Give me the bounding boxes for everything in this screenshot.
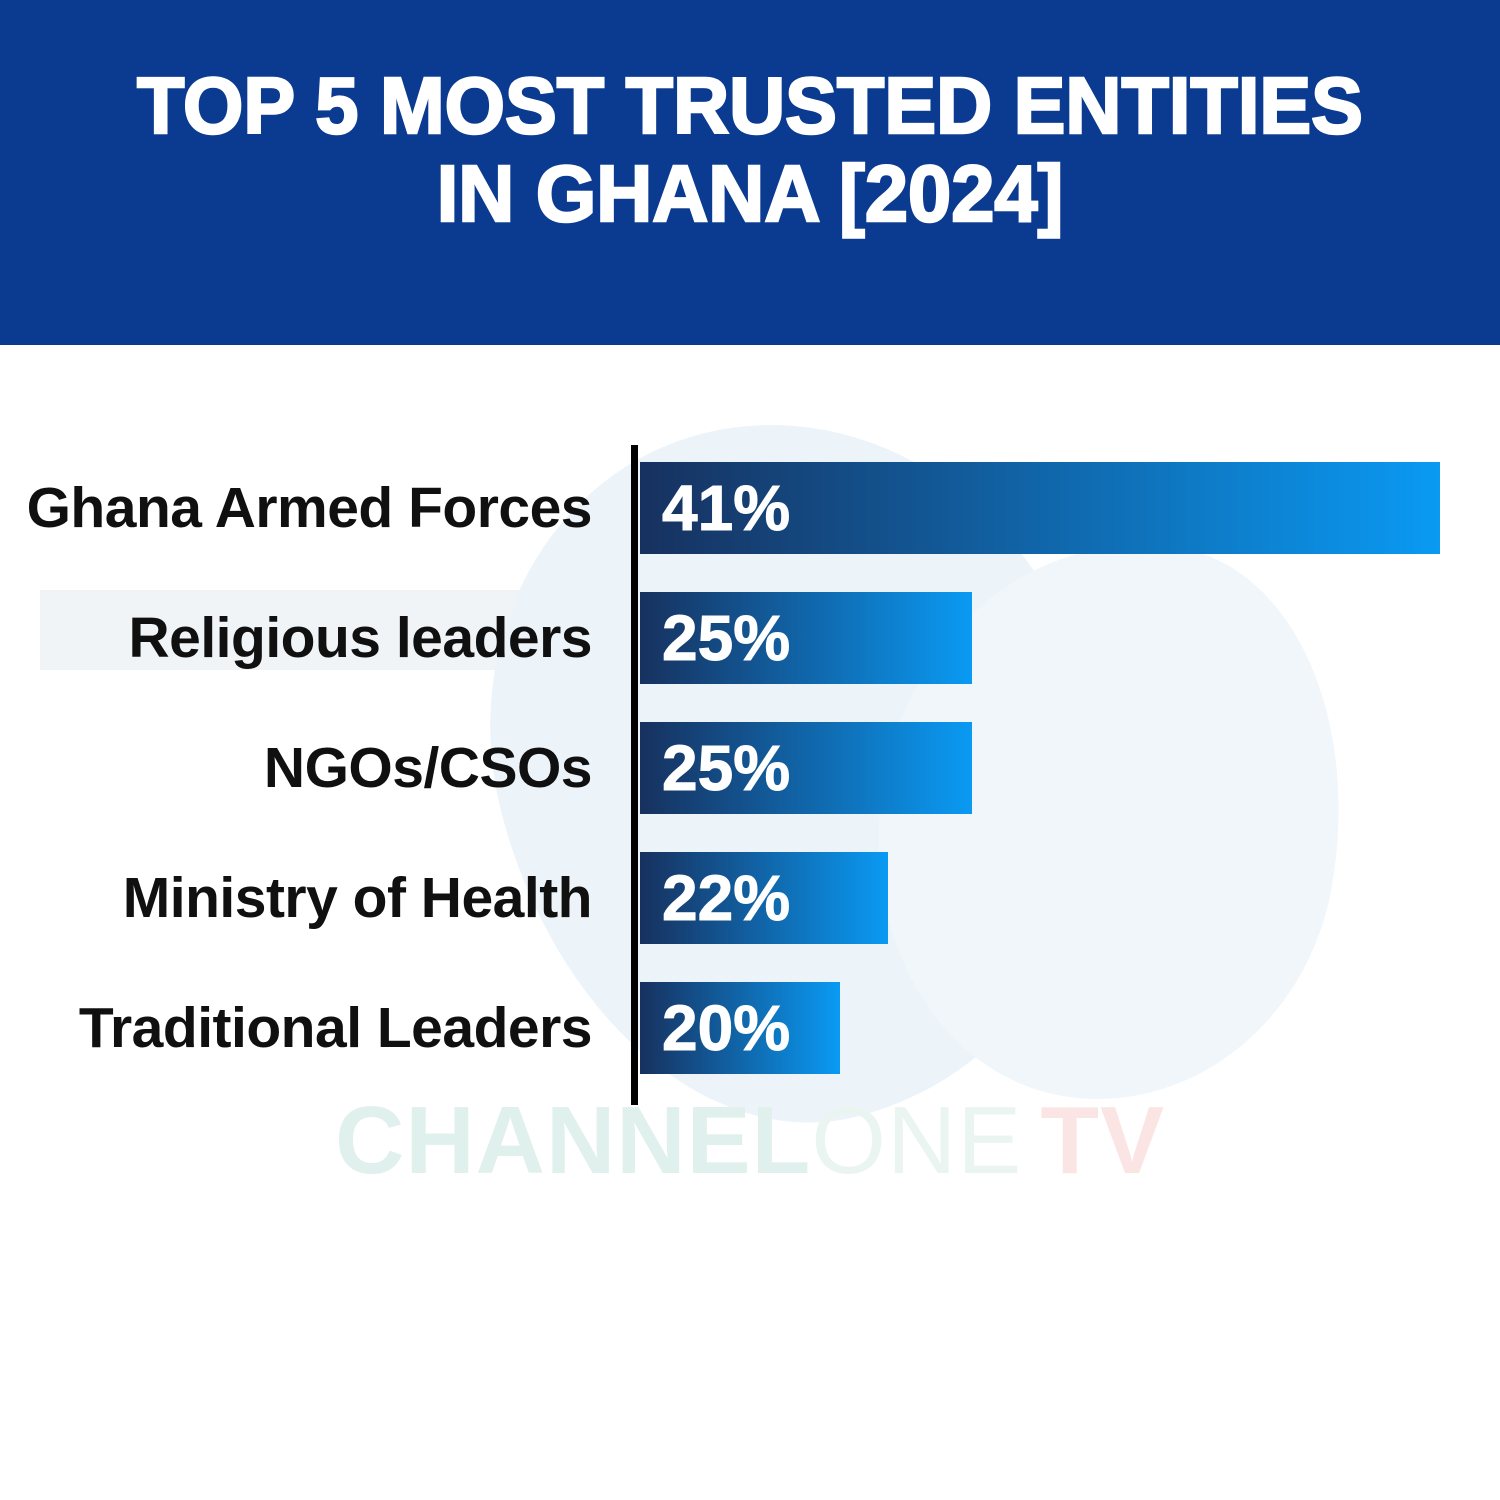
bar-category-label: NGOs/CSOs bbox=[263, 736, 593, 800]
bar-value-label: 22% bbox=[661, 862, 791, 935]
chart-row: Traditional Leaders 20% bbox=[0, 982, 1500, 1074]
chart-row: Ministry of Health 22% bbox=[0, 852, 1500, 944]
bar-value-label: 25% bbox=[661, 732, 791, 805]
bar-category-label: Ministry of Health bbox=[122, 866, 593, 930]
bar-category-label: Ghana Armed Forces bbox=[26, 476, 593, 540]
chart-row: NGOs/CSOs 25% bbox=[0, 722, 1500, 814]
watermark-one: ONE bbox=[811, 1087, 1023, 1194]
bar-value-label: 41% bbox=[661, 472, 791, 545]
header-banner: TOP 5 MOST TRUSTED ENTITIES IN GHANA [20… bbox=[0, 0, 1500, 345]
bar-category-label: Religious leaders bbox=[128, 606, 592, 670]
bar: 22% bbox=[640, 852, 888, 944]
watermark-text: CHANNELONE TV bbox=[0, 1086, 1500, 1196]
bar: 20% bbox=[640, 982, 840, 1074]
bar: 25% bbox=[640, 722, 972, 814]
watermark-channel: CHANNEL bbox=[334, 1087, 812, 1194]
chart-row: Religious leaders 25% bbox=[0, 592, 1500, 684]
bar: 25% bbox=[640, 592, 972, 684]
page-title-line1: TOP 5 MOST TRUSTED ENTITIES bbox=[136, 60, 1364, 151]
bar: 41% bbox=[640, 462, 1440, 554]
bar-chart: Ghana Armed Forces 41% Religious leaders… bbox=[0, 445, 1500, 1105]
chart-axis bbox=[631, 445, 638, 1105]
watermark-tv: TV bbox=[1040, 1087, 1165, 1194]
bar-value-label: 25% bbox=[661, 602, 791, 675]
bar-category-label: Traditional Leaders bbox=[78, 996, 593, 1060]
bar-value-label: 20% bbox=[661, 992, 791, 1065]
chart-row: Ghana Armed Forces 41% bbox=[0, 462, 1500, 554]
page-title-line2: IN GHANA [2024] bbox=[435, 148, 1064, 239]
